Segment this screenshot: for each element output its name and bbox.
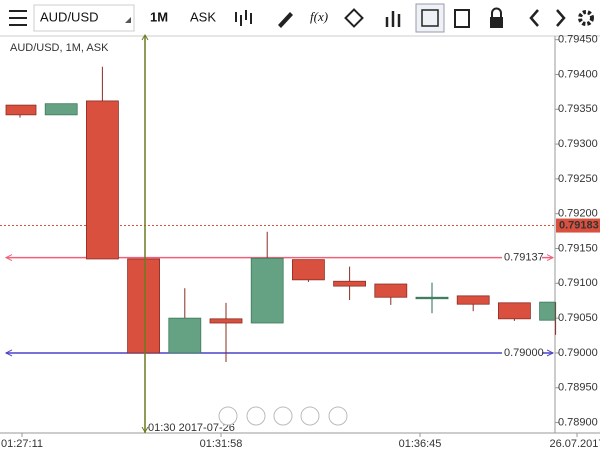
volume-button[interactable]: [385, 11, 401, 27]
nav-forward[interactable]: [328, 406, 348, 426]
price-type-button[interactable]: ASK: [190, 9, 216, 24]
nav-reset[interactable]: [273, 406, 293, 426]
candle-body: [374, 283, 408, 298]
current-price-box: [556, 218, 600, 233]
current-price-label: 0.79183: [559, 219, 599, 231]
y-tick-label: 0.79050: [558, 312, 598, 324]
x-tick-label: 01:36:45: [399, 438, 442, 450]
y-tick-label: 0.79250: [558, 173, 598, 185]
scroll-left-button[interactable]: [529, 9, 539, 27]
symbol-dropdown[interactable]: [33, 4, 135, 32]
calendar-icon: [421, 9, 439, 27]
candle-body: [539, 301, 556, 321]
level-arrow: [4, 254, 555, 262]
y-tick-label: 0.79100: [558, 277, 598, 289]
indicator-button[interactable]: f(x): [310, 9, 328, 24]
level-label-bg: [502, 346, 542, 359]
nav-zoom-in[interactable]: [300, 406, 320, 426]
y-tick-label: 0.79450: [558, 34, 598, 46]
x-tick-label: 26.07.2017: [549, 438, 600, 450]
y-tick-label: 0.79300: [558, 138, 598, 150]
chart-type-button[interactable]: [235, 10, 252, 26]
candle-body: [168, 317, 202, 354]
navigation-buttons: [218, 406, 348, 426]
chart-title: AUD/USD, 1M, ASK: [10, 42, 109, 54]
timeframe-button[interactable]: 1M: [150, 9, 168, 24]
level-arrow: [4, 349, 555, 357]
candle-body: [209, 318, 243, 324]
candle-body: [291, 259, 325, 281]
plot-area: 0.79450 0.79400 0.79350 0.79300 0.79250 0.792…: [0, 34, 600, 450]
candle-body: [415, 296, 449, 300]
crosshair-button[interactable]: [344, 8, 364, 28]
lock-button[interactable]: [490, 7, 503, 29]
nav-zoom-out[interactable]: [246, 406, 266, 426]
time-marker-label: 01:30 2017-07-26: [148, 422, 235, 434]
candle-body: [250, 257, 284, 324]
y-tick-label: 0.79000: [558, 347, 598, 359]
candle-body: [497, 302, 531, 320]
candle-body: [44, 103, 78, 116]
level-label: 0.79137: [504, 251, 544, 263]
menu-button[interactable]: [9, 10, 27, 26]
draw-button[interactable]: [278, 12, 293, 28]
candle-body: [5, 104, 37, 116]
time-marker-arrows: [141, 34, 149, 433]
candle-body: [127, 258, 160, 354]
x-tick-label: 01:27:11: [1, 438, 43, 450]
level-label: 0.79000: [504, 347, 544, 359]
candle-body: [86, 100, 119, 260]
y-tick-label: 0.79200: [558, 208, 598, 220]
nav-back[interactable]: [218, 406, 238, 426]
level-label-bg: [502, 251, 542, 264]
toolbar: AUD/USD 1M ASK f(x): [0, 3, 600, 37]
calculator-button[interactable]: [454, 9, 470, 28]
y-tick-label: 0.79150: [558, 242, 598, 254]
y-tick-label: 0.79350: [558, 103, 598, 115]
y-tick-label: 0.78900: [558, 416, 598, 428]
scroll-right-button[interactable]: [556, 9, 566, 27]
x-tick-label: 01:31:58: [200, 438, 243, 450]
dropdown-arrow: [125, 17, 131, 23]
settings-button[interactable]: [578, 10, 594, 26]
symbol: AUD/USD: [40, 9, 99, 24]
y-tick-label: 0.79400: [558, 68, 598, 80]
y-tick-label: 0.78950: [558, 382, 598, 394]
calendar-button[interactable]: [415, 3, 445, 33]
candle-body: [456, 295, 490, 305]
candle-body: [333, 280, 367, 287]
